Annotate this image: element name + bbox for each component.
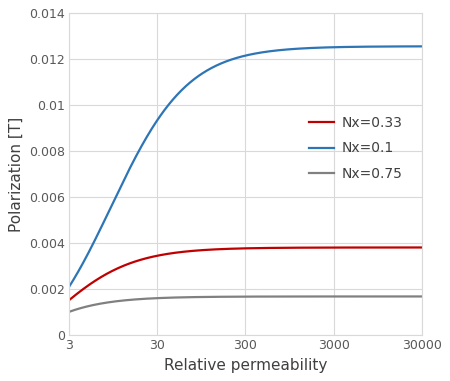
Nx=0.75	[257, 294, 263, 299]
Nx=0.75	[66, 310, 72, 314]
Legend: Nx=0.33, Nx=0.1, Nx=0.75: Nx=0.33, Nx=0.1, Nx=0.75	[304, 111, 408, 186]
Nx=0.1	[276, 48, 282, 53]
Y-axis label: Polarization [T]: Polarization [T]	[9, 117, 23, 232]
Nx=0.33	[419, 245, 424, 250]
Nx=0.1	[236, 55, 241, 59]
Nx=0.1	[410, 44, 416, 49]
Nx=0.75	[419, 294, 424, 299]
Nx=0.33	[66, 298, 72, 303]
Nx=0.33	[410, 245, 416, 250]
Nx=0.33	[356, 245, 361, 250]
Nx=0.75	[410, 294, 416, 299]
Nx=0.75	[236, 295, 241, 299]
Nx=0.75	[234, 295, 239, 299]
Nx=0.33	[276, 245, 282, 250]
Nx=0.1	[234, 56, 239, 60]
Line: Nx=0.1: Nx=0.1	[69, 46, 422, 287]
X-axis label: Relative permeability: Relative permeability	[164, 358, 327, 373]
Nx=0.1	[419, 44, 424, 49]
Nx=0.1	[356, 45, 361, 49]
Nx=0.1	[66, 285, 72, 289]
Nx=0.33	[236, 246, 241, 251]
Nx=0.75	[276, 294, 282, 299]
Line: Nx=0.33: Nx=0.33	[69, 248, 422, 300]
Nx=0.33	[234, 246, 239, 251]
Nx=0.75	[356, 294, 361, 299]
Line: Nx=0.75: Nx=0.75	[69, 296, 422, 312]
Nx=0.33	[257, 246, 263, 250]
Nx=0.1	[257, 50, 263, 55]
